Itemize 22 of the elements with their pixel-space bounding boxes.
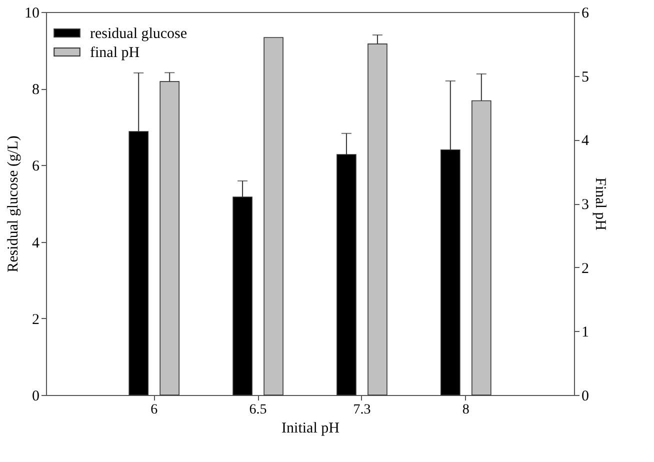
y-tick-label: 6 [32, 158, 40, 175]
y-tick-label: 0 [32, 388, 40, 404]
y2-tick-label: 2 [582, 260, 589, 277]
x-tick-label: 6 [150, 402, 158, 418]
y-axis-title: Residual glucose (g/L) [6, 136, 22, 272]
y2-tick-label: 3 [582, 197, 589, 213]
y2-tick-label: 1 [582, 324, 589, 341]
y-tick-label: 10 [24, 6, 40, 22]
x-tick-label: 7.3 [353, 402, 371, 418]
y2-tick-label: 6 [582, 6, 590, 22]
x-tick-label: 6.5 [249, 402, 267, 418]
y2-tick-label: 0 [582, 388, 589, 404]
y-tick-label: 8 [32, 82, 40, 98]
legend-label: residual glucose [90, 26, 188, 42]
y2-tick-label: 5 [582, 69, 589, 86]
x-tick-label: 8 [462, 402, 470, 418]
y2-axis-title: Final pH [592, 178, 608, 231]
y-tick-label: 4 [32, 235, 40, 252]
legend-label: final pH [90, 45, 140, 61]
y-tick-label: 2 [32, 312, 40, 328]
x-axis-title: Initial pH [282, 420, 340, 436]
y2-tick-label: 4 [582, 133, 590, 150]
